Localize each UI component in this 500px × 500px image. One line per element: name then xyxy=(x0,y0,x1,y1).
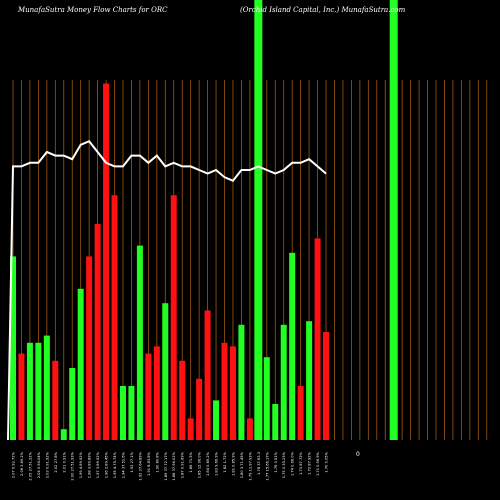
bar xyxy=(196,378,203,440)
x-tick-label: 2.07 0.92.72% xyxy=(12,451,16,478)
bar xyxy=(43,335,50,440)
bar xyxy=(136,245,143,440)
x-tick-label: 1.81 0.85.9% xyxy=(231,451,235,476)
x-tick-label: 2.04 0.94.04% xyxy=(37,451,41,478)
bar xyxy=(128,386,135,440)
bar xyxy=(162,303,169,440)
bar xyxy=(18,353,25,440)
x-tick-label: 1.75 0.35.23% xyxy=(282,451,286,478)
bar xyxy=(187,418,194,440)
bar xyxy=(314,238,321,440)
highlight-band xyxy=(389,0,398,440)
x-tick-label: 1.91 8.83.8% xyxy=(147,451,151,476)
x-tick-label: 2.03 0.91.92% xyxy=(45,451,49,478)
bar xyxy=(52,360,59,440)
x-tick-label: 1.96 2.89.45% xyxy=(105,451,109,478)
bar xyxy=(272,404,279,440)
x-tick-label: 1.98 3.89.89% xyxy=(88,451,92,478)
bar xyxy=(280,324,287,440)
x-tick-label: 1.99 4.89.92% xyxy=(79,451,83,478)
bar xyxy=(246,418,253,440)
bar xyxy=(323,332,330,440)
bar xyxy=(103,83,110,440)
x-tick-label: 1.80 3.71.45% xyxy=(240,451,244,478)
bar xyxy=(60,429,67,440)
x-tick-label: 1.92 27.64.89% xyxy=(138,451,142,480)
x-tick-label: 1.72 87.92% xyxy=(308,451,312,474)
x-tick-label: 1.78 37.63.3 xyxy=(257,452,261,475)
x-tick-label: 1.77 15.66.17% xyxy=(265,451,269,480)
flow-line-path xyxy=(7,139,327,441)
x-tick-label: 1.70 0.05% xyxy=(325,451,329,472)
x-tick-label: 1.73 87.72% xyxy=(299,451,303,474)
x-tick-label: 1.95 4.75.74% xyxy=(113,451,117,478)
x-tick-label: 1.79 11.97.93% xyxy=(248,451,252,480)
x-tick-label: 2.01 0.91% xyxy=(62,451,66,472)
bar xyxy=(145,353,152,440)
bar xyxy=(77,288,84,440)
bar xyxy=(170,195,177,440)
bar xyxy=(213,400,220,440)
below-axis-text: 0 xyxy=(356,451,360,458)
x-tick-label: 1.93 27.1% xyxy=(130,451,134,472)
bar xyxy=(306,321,313,440)
highlight-band xyxy=(254,0,263,440)
bar xyxy=(297,386,304,440)
x-tick-label: 2.00 27.51.93% xyxy=(71,451,75,480)
x-tick-label: 1.86 71.5% xyxy=(189,451,193,472)
x-tick-label: 1.88 37.96.02% xyxy=(172,451,176,480)
bar xyxy=(69,368,76,440)
bars xyxy=(10,83,330,440)
x-tick-label: 2.06 3.89.2% xyxy=(20,451,24,476)
x-tick-label: 1.94 37.51.6% xyxy=(121,451,125,478)
bar xyxy=(263,357,270,440)
x-tick-labels: 2.07 0.92.72% 2.06 3.89.2% 2.05 27.51.22% 2… xyxy=(12,451,329,480)
bar xyxy=(179,360,186,440)
x-tick-label: 2.05 27.51.22% xyxy=(28,451,32,480)
bar xyxy=(35,342,42,440)
bar xyxy=(86,256,93,440)
x-tick-label: 1.97 3.89.92% xyxy=(96,451,100,478)
x-tick-label: 1.82 1.72% xyxy=(223,451,227,472)
bar xyxy=(204,310,211,440)
x-tick-label: 1.89 37.72.17% xyxy=(164,451,168,480)
bar xyxy=(94,224,101,440)
bar xyxy=(289,252,296,440)
x-tick-label: 1.84 0.69.2% xyxy=(206,451,210,476)
x-tick-label: 1.83 9.66.9% xyxy=(215,451,219,476)
x-tick-label: 1.71 0.96.9% xyxy=(316,451,320,476)
bar xyxy=(221,342,228,440)
grid-lines xyxy=(12,80,488,440)
bar xyxy=(119,386,126,440)
bar xyxy=(238,324,245,440)
chart-title: MunafaSutra Money Flow Charts for ORC xyxy=(18,6,168,14)
x-tick-label: 1.85 12.96.0% xyxy=(198,451,202,478)
x-tick-label: 1.74 0.66.0% xyxy=(291,451,295,476)
x-tick-label: 1.76 0.51% xyxy=(274,451,278,472)
flow-line xyxy=(7,139,327,441)
bar xyxy=(255,263,262,440)
bar xyxy=(111,195,118,440)
highlight-bands xyxy=(254,0,398,440)
bar xyxy=(153,346,160,440)
bar xyxy=(26,342,33,440)
x-tick-label: 1.90 80.8% xyxy=(155,451,159,472)
chart-subtitle: (Orchid Island Capital, Inc.) MunafaSutr… xyxy=(240,6,406,14)
bar xyxy=(229,346,236,440)
x-tick-label: 2.02 27.8% xyxy=(54,451,58,472)
bar xyxy=(10,256,16,440)
x-tick-label: 1.87 0.91.69% xyxy=(181,451,185,478)
